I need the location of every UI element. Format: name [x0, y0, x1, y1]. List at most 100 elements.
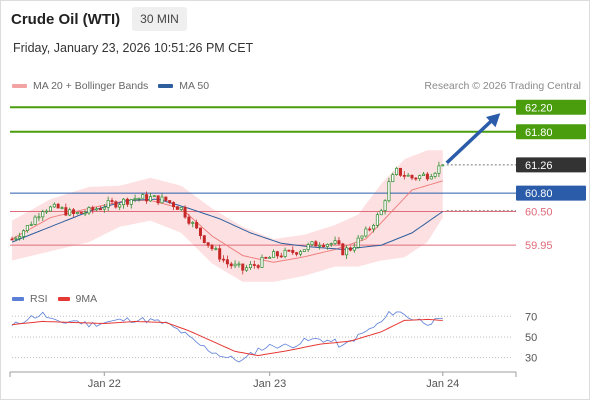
- candle-body: [110, 200, 114, 203]
- candle: [214, 246, 218, 251]
- candle: [398, 167, 402, 177]
- price-label-61.26: 61.26: [525, 160, 553, 172]
- candle: [348, 246, 352, 252]
- candle: [22, 229, 26, 240]
- legend-item-ma50: MA 50: [158, 80, 209, 92]
- candle: [172, 201, 176, 211]
- price-label-60.80-bg: [516, 185, 586, 201]
- candle: [98, 205, 102, 211]
- candle-body: [45, 210, 49, 213]
- candle-body: [122, 198, 126, 206]
- candle: [218, 244, 222, 262]
- candle-body: [322, 244, 326, 247]
- candle-body: [302, 249, 306, 252]
- candle-body: [229, 263, 233, 267]
- candle: [368, 226, 372, 232]
- candle-body: [318, 244, 322, 247]
- candle-body: [83, 212, 87, 215]
- candle: [441, 164, 445, 167]
- candle: [175, 206, 179, 210]
- candle-body: [425, 173, 429, 180]
- candle: [114, 200, 118, 209]
- candle: [14, 236, 18, 242]
- candle: [310, 241, 314, 247]
- candle-body: [406, 174, 410, 177]
- legend-label-ma50: MA 50: [179, 80, 210, 92]
- candle: [237, 261, 241, 268]
- ma20-swatch: [12, 84, 27, 88]
- candle: [133, 194, 137, 203]
- candle-body: [25, 225, 29, 231]
- candle-body: [33, 216, 37, 225]
- candle-body: [306, 244, 310, 251]
- candle: [79, 212, 83, 214]
- time-tick-label: Jan 23: [253, 378, 286, 390]
- legend-label-9ma: 9MA: [75, 293, 98, 305]
- candle-body: [195, 222, 199, 229]
- candle: [322, 242, 326, 248]
- rsi-tick-label-30: 30: [525, 353, 537, 365]
- candle: [260, 254, 264, 269]
- candle-body: [252, 264, 256, 266]
- candle-body: [237, 263, 241, 266]
- candle-body: [233, 263, 237, 267]
- candle-body: [272, 251, 276, 258]
- candle: [10, 236, 14, 241]
- candle-body: [95, 208, 99, 211]
- candle: [295, 251, 299, 257]
- timeframe-badge[interactable]: 30 MIN: [132, 7, 187, 31]
- candle-body: [225, 259, 229, 265]
- candle: [183, 205, 187, 219]
- candle: [291, 246, 295, 256]
- candle: [325, 243, 329, 250]
- candle-body: [206, 242, 210, 246]
- candle-body: [145, 194, 149, 202]
- candle: [95, 206, 99, 212]
- candle-body: [398, 167, 402, 176]
- candle: [298, 249, 302, 257]
- candle: [337, 237, 341, 246]
- candle: [352, 243, 356, 253]
- candle: [179, 206, 183, 212]
- candle-body: [72, 209, 76, 214]
- candle-body: [37, 216, 41, 219]
- candle-body: [168, 200, 172, 203]
- candle: [306, 242, 310, 253]
- candle-body: [341, 243, 345, 256]
- candle: [191, 220, 195, 228]
- candle: [372, 223, 376, 233]
- candle: [102, 204, 106, 213]
- candle-body: [198, 227, 202, 236]
- candle-body: [337, 240, 341, 245]
- candle-body: [137, 197, 141, 200]
- candle: [29, 221, 33, 227]
- candle: [233, 260, 237, 269]
- candle: [248, 261, 252, 270]
- candle-body: [172, 202, 176, 208]
- candle: [333, 236, 337, 246]
- candle: [60, 206, 64, 210]
- candle-body: [410, 174, 414, 179]
- candle-body: [279, 255, 283, 258]
- candle-body: [187, 216, 191, 224]
- price-label-59.95: 59.95: [525, 240, 553, 252]
- candle-body: [152, 195, 156, 198]
- candle: [148, 192, 152, 202]
- candle-body: [129, 199, 133, 205]
- candle-body: [418, 175, 422, 179]
- candle: [118, 203, 122, 211]
- candle-body: [345, 247, 349, 256]
- candle: [160, 193, 164, 204]
- candle: [437, 161, 441, 178]
- candle: [429, 173, 433, 180]
- candle-body: [352, 246, 356, 251]
- candle-body: [133, 197, 137, 200]
- candle: [41, 209, 45, 221]
- candle: [222, 255, 226, 263]
- candle: [141, 193, 145, 199]
- candle-body: [175, 206, 179, 210]
- candle: [356, 235, 360, 249]
- candle-body: [125, 198, 129, 205]
- candle: [283, 247, 287, 259]
